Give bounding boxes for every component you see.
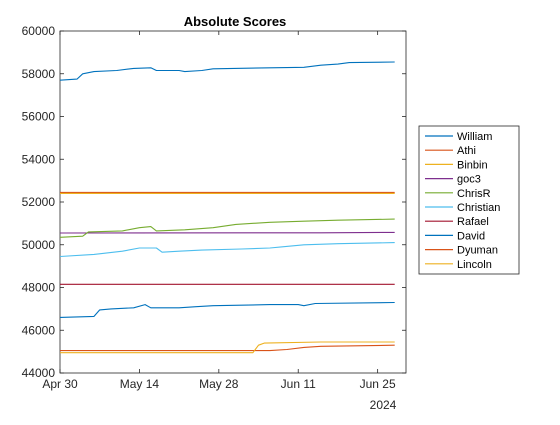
y-tick-label: 56000 <box>22 110 56 124</box>
x-tick-label: Jun 11 <box>281 377 316 391</box>
legend-label: Dyuman <box>457 245 498 257</box>
series-line-chrisr <box>59 218 395 238</box>
y-tick-label: 48000 <box>22 281 56 295</box>
legend-label: William <box>457 131 492 143</box>
legend-label: Athi <box>457 145 476 157</box>
legend-label: Binbin <box>457 159 488 171</box>
y-tick-label: 46000 <box>22 323 56 337</box>
series-line-lincoln <box>60 341 395 354</box>
plot-area: 44000 46000 48000 50000 52000 54000 56000 58000… <box>22 24 407 391</box>
x-tick-label: Jun 25 <box>360 377 396 391</box>
series-line-david <box>59 301 395 318</box>
x-axis-year-label: 2024 <box>370 398 397 412</box>
y-tick-label: 60000 <box>22 24 56 38</box>
legend-label: goc3 <box>457 174 481 186</box>
y-tick-label: 44000 <box>22 366 56 380</box>
legend: William Athi Binbin goc3 ChrisR Christian Rafa… <box>418 125 520 275</box>
y-tick-label: 54000 <box>22 152 56 166</box>
legend-label: ChrisR <box>457 188 491 200</box>
legend-label: Rafael <box>457 216 489 228</box>
x-tick-label: May 14 <box>120 377 160 391</box>
legend-label: Christian <box>457 202 500 214</box>
series-line-goc3 <box>59 231 395 234</box>
legend-label: David <box>457 230 485 242</box>
axes-box <box>59 30 407 374</box>
legend-label: Lincoln <box>457 259 492 271</box>
x-tick-label: May 28 <box>199 377 239 391</box>
x-tick-label: Apr 30 <box>42 377 78 391</box>
series-line-dyuman <box>60 344 395 352</box>
y-tick-label: 50000 <box>22 238 56 252</box>
y-tick-label: 52000 <box>22 195 56 209</box>
series-line-william <box>59 61 395 81</box>
chart-title: Absolute Scores <box>184 14 287 29</box>
series-line-christian <box>59 242 395 258</box>
y-tick-label: 58000 <box>22 67 56 81</box>
